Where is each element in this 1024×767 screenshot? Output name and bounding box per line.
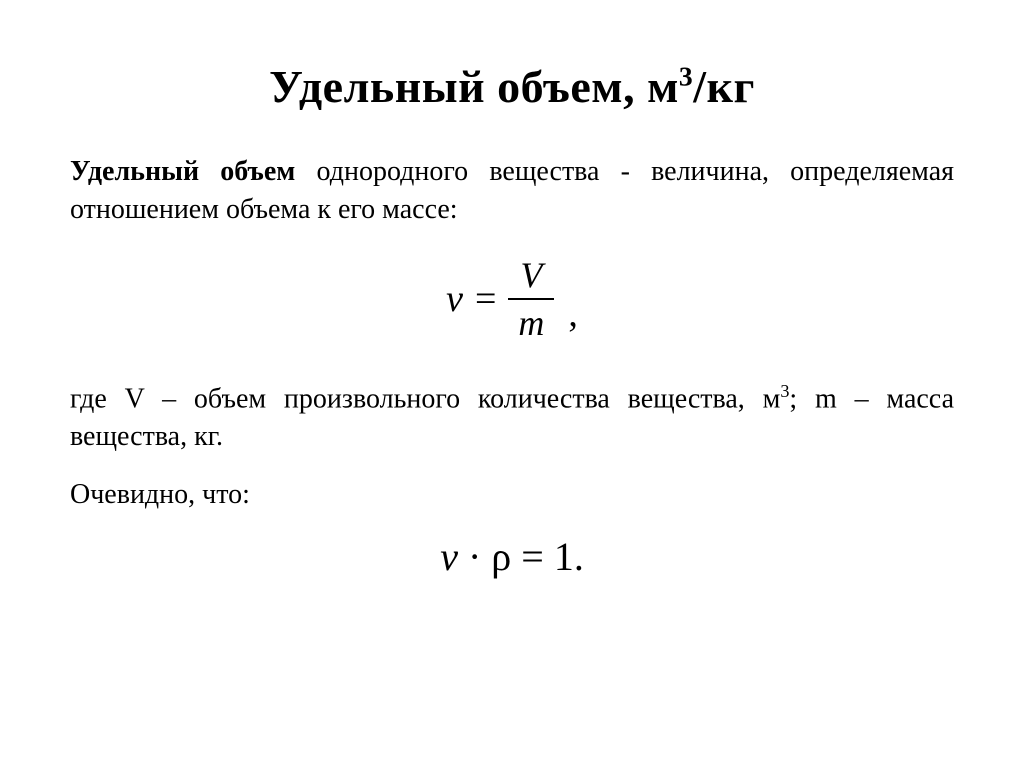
definition-term: Удельный объем: [70, 156, 295, 187]
formula-v-rho: v · ρ = 1.: [70, 533, 954, 580]
slide-title: Удельный объем, м3/кг: [70, 60, 954, 113]
title-tail: /кг: [693, 61, 755, 112]
formula1-eq: =: [475, 277, 496, 321]
f2-rho: ρ: [491, 534, 511, 579]
formula1-row: v = V m ,: [446, 254, 578, 344]
f2-rhs: 1: [554, 534, 574, 579]
where-pre: где V – объем произвольного количества в…: [70, 383, 780, 414]
formula1-fraction: V m: [508, 254, 554, 344]
where-paragraph: где V – объем произвольного количества в…: [70, 379, 954, 456]
formula1-numerator: V: [510, 254, 552, 298]
f2-eq: =: [511, 534, 554, 579]
formula-specific-volume: v = V m ,: [70, 254, 954, 344]
f2-dot: ·: [458, 534, 491, 579]
title-sup: 3: [679, 61, 693, 92]
obvious-paragraph: Очевидно, что:: [70, 476, 954, 514]
definition-paragraph: Удельный объем однородного вещества - ве…: [70, 153, 954, 229]
slide-container: Удельный объем, м3/кг Удельный объем одн…: [0, 0, 1024, 767]
f2-v: v: [440, 534, 458, 579]
formula1-denominator: m: [508, 300, 554, 344]
formula1-trailing: ,: [568, 292, 578, 344]
title-main: Удельный объем, м: [269, 61, 679, 112]
f2-period: .: [574, 534, 584, 579]
obvious-text: Очевидно, что:: [70, 479, 250, 510]
formula1-lhs: v: [446, 277, 463, 321]
